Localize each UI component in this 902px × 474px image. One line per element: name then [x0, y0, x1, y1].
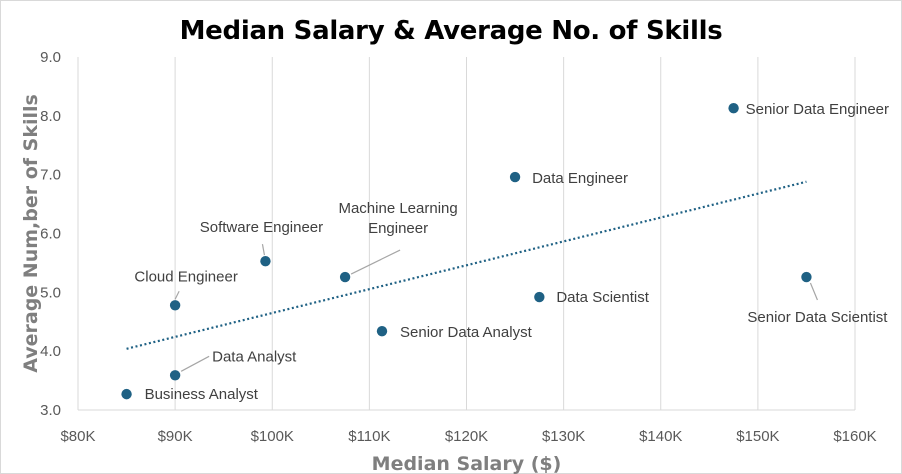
- trendline: [126, 180, 807, 350]
- data-label: Data Scientist: [556, 289, 649, 306]
- leader-line: [809, 282, 818, 301]
- data-label: Data Engineer: [532, 170, 628, 187]
- data-point: [728, 102, 739, 114]
- data-label: Senior Data Scientist: [747, 309, 888, 326]
- x-tick-label: $100K: [251, 428, 294, 445]
- data-label: Business Analyst: [145, 386, 259, 403]
- data-point: [121, 388, 132, 400]
- y-tick-label: 3.0: [40, 402, 61, 419]
- leader-line: [261, 244, 266, 256]
- x-tick-label: $110K: [348, 428, 390, 445]
- y-tick-label: 7.0: [40, 167, 61, 184]
- data-point: [534, 291, 545, 303]
- data-point: [376, 325, 388, 337]
- y-tick-label: 6.0: [40, 226, 61, 243]
- data-label: Cloud Engineer: [134, 268, 237, 285]
- x-tick-label: $150K: [736, 428, 779, 445]
- data-point: [169, 300, 181, 311]
- leader-line: [180, 355, 210, 372]
- data-label: Engineer: [368, 220, 428, 237]
- y-tick-label: 9.0: [40, 49, 61, 66]
- y-axis-title: Average Num,ber of Skills: [20, 94, 42, 373]
- chart-title: Median Salary & Average No. of Skills: [179, 16, 723, 46]
- x-tick-label: $140K: [639, 428, 682, 445]
- y-tick-label: 8.0: [40, 108, 61, 125]
- x-tick-label: $120K: [445, 428, 488, 445]
- x-axis-title: Median Salary ($): [372, 453, 562, 474]
- data-point: [339, 271, 351, 283]
- leader-line: [350, 249, 401, 275]
- leader-line: [174, 291, 180, 300]
- data-point: [260, 255, 271, 267]
- data-point: [509, 171, 521, 183]
- x-tick-label: $80K: [60, 428, 95, 445]
- data-label: Data Analyst: [212, 348, 297, 365]
- data-label: Senior Data Analyst: [400, 324, 533, 341]
- x-tick-label: $90K: [158, 428, 193, 445]
- x-tick-label: $130K: [542, 428, 585, 445]
- data-point: [801, 271, 812, 283]
- data-point: [169, 370, 181, 381]
- x-tick-label: $160K: [833, 428, 876, 445]
- data-label: Senior Data Engineer: [746, 101, 889, 118]
- data-label: Software Engineer: [200, 219, 323, 236]
- data-label: Machine Learning: [338, 200, 457, 217]
- y-tick-label: 5.0: [40, 284, 61, 301]
- y-tick-label: 4.0: [40, 343, 61, 360]
